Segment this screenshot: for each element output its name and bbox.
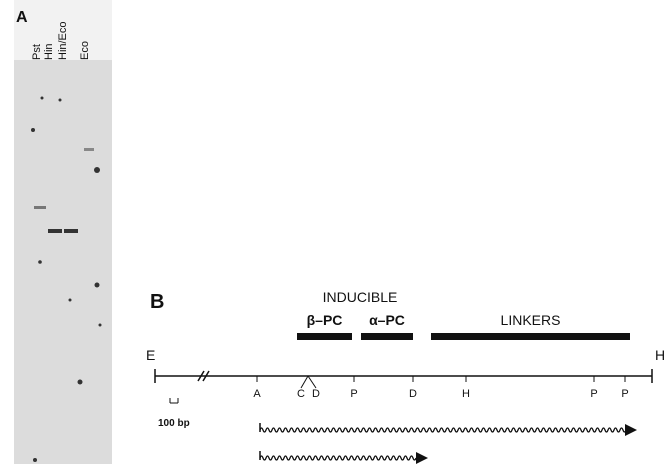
gel — [14, 0, 112, 464]
site-label: D — [409, 388, 417, 400]
site-label: A — [253, 388, 261, 400]
lane-label: Pst — [31, 44, 43, 60]
panel-label: A — [16, 9, 28, 26]
end-label: E — [146, 347, 155, 363]
site-label: H — [462, 388, 470, 400]
site-label: P — [621, 388, 628, 400]
lane-label: Hin/Eco — [57, 21, 69, 60]
region-label: LINKERS — [501, 312, 561, 328]
site-label: D — [312, 388, 320, 400]
transcript — [260, 456, 416, 460]
site-tick — [301, 376, 308, 388]
region-label: α–PC — [369, 312, 405, 328]
page: A B INDUCIBLE 100 bp PstHinHin/Eco Eco β–P… — [0, 0, 668, 464]
region-label: β–PC — [307, 312, 343, 328]
site-label: P — [590, 388, 597, 400]
lane-label: Hin — [43, 43, 55, 60]
panel-label: B — [150, 291, 164, 313]
figure: A B INDUCIBLE 100 bp PstHinHin/Eco Eco β–P… — [0, 0, 668, 464]
arrowhead — [416, 452, 428, 464]
scale-label: 100 bp — [158, 418, 190, 429]
site-tick — [308, 376, 316, 388]
region-bar — [297, 333, 352, 340]
transcript — [260, 428, 626, 432]
region-bar — [431, 333, 630, 340]
arrowhead — [625, 424, 637, 436]
site-label: P — [350, 388, 357, 400]
heading: INDUCIBLE — [323, 289, 398, 305]
site-label: C — [297, 388, 305, 400]
lane-label: Eco — [79, 41, 91, 60]
end-label: H — [655, 347, 665, 363]
region-bar — [361, 333, 413, 340]
